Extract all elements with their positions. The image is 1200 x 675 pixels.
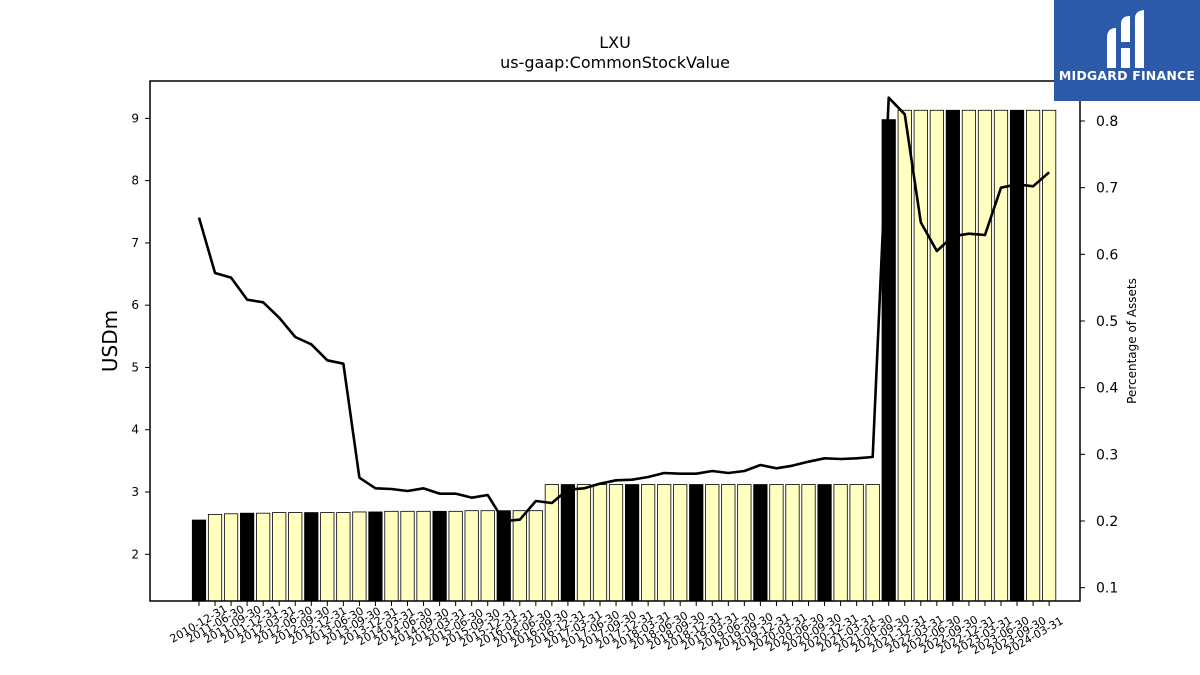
y-axis-left: 2 3 4 5 6 7 8 9 [131, 111, 150, 561]
bar-2023-03-31 [977, 109, 993, 602]
bar-2012-03-31 [272, 512, 287, 602]
bar-2014-12-31 [448, 510, 463, 602]
bar-2015-06-30 [480, 510, 495, 602]
y2-tick-label: 0.4 [1096, 381, 1118, 397]
y-tick-label: 4 [131, 423, 139, 437]
x-axis: 2010-12-312011-06-302011-09-302011-12-31… [168, 601, 1066, 658]
bar-2015-03-31 [464, 510, 479, 602]
bar-2011-03-31 [207, 514, 223, 602]
bar-2011-12-31 [256, 512, 271, 602]
bar-2015-12-31 [512, 510, 527, 602]
bar-2022-12-31 [961, 109, 977, 602]
y-tick-label: 9 [131, 111, 139, 125]
bar-2019-12-31 [769, 484, 784, 602]
bar-2012-12-31 [320, 512, 335, 602]
bar-2017-12-31 [641, 484, 656, 602]
midgard-logo-icon [1107, 10, 1144, 68]
bar-2022-09-30 [945, 109, 960, 602]
bar-2018-09-30 [689, 484, 704, 602]
bar-2021-03-31 [849, 484, 864, 602]
bar-2012-06-30 [288, 512, 303, 602]
bar-2020-06-30 [801, 484, 816, 602]
bar-2014-03-31 [400, 510, 415, 602]
bar-2018-03-31 [657, 484, 672, 602]
y2-axis-label: Percentage of Assets [1125, 278, 1139, 404]
y-tick-label: 6 [131, 298, 139, 312]
bar-2011-09-30 [240, 512, 255, 602]
bar-2017-09-30 [624, 484, 640, 602]
bar-2011-06-30 [223, 513, 239, 602]
y-tick-label: 3 [131, 485, 139, 499]
y2-tick-label: 0.2 [1096, 514, 1118, 530]
y-axis-label: USDm [98, 310, 122, 372]
bar-2017-03-31 [592, 484, 608, 602]
bar-2023-06-30 [993, 109, 1009, 602]
bar-2020-09-30 [817, 484, 832, 602]
bar-2022-06-30 [929, 109, 944, 602]
bar-2017-06-30 [608, 484, 624, 602]
bar-2019-06-30 [737, 484, 752, 602]
brand-logo: MIDGARD FINANCE [1054, 0, 1200, 101]
bar-2012-09-30 [304, 512, 319, 602]
bar-2010-12-31 [191, 519, 207, 602]
bar-2016-12-31 [576, 484, 592, 602]
bar-2014-06-30 [416, 510, 431, 602]
y2-tick-label: 0.7 [1096, 181, 1118, 197]
bar-2015-09-30 [496, 510, 511, 602]
brand-name: MIDGARD FINANCE [1058, 68, 1196, 83]
bar-2020-12-31 [833, 484, 848, 602]
line-layer [197, 96, 1050, 523]
bar-2018-06-30 [673, 484, 688, 602]
bar-2014-09-30 [432, 510, 447, 602]
bar-2018-12-31 [705, 484, 720, 602]
plot-frame [149, 80, 1081, 602]
y2-tick-label: 0.1 [1096, 581, 1118, 597]
bar-2019-09-30 [753, 484, 768, 602]
bar-2020-03-31 [785, 484, 800, 602]
y-tick-label: 5 [131, 360, 139, 374]
y2-tick-label: 0.5 [1096, 314, 1118, 330]
chart-title: LXU [599, 33, 631, 52]
chart-subtitle: us-gaap:CommonStockValue [500, 53, 730, 72]
bar-2019-03-31 [721, 484, 736, 602]
bar-2013-03-31 [336, 512, 351, 602]
bar-2021-06-30 [865, 484, 880, 602]
y2-tick-label: 0.8 [1096, 114, 1118, 130]
y-axis-right: 0.1 0.2 0.3 0.4 0.5 0.6 0.7 0.8 [1080, 114, 1118, 597]
y2-tick-label: 0.6 [1096, 247, 1118, 263]
y-tick-label: 8 [131, 174, 139, 188]
bar-2024-03-31 [1042, 109, 1057, 602]
bar-2013-12-31 [384, 510, 399, 602]
bar-2016-03-31 [528, 510, 543, 602]
bar-2013-09-30 [368, 511, 383, 602]
bar-2013-06-30 [352, 511, 367, 602]
y-tick-label: 2 [131, 547, 139, 561]
percentage-of-assets-line [197, 96, 1050, 523]
y-tick-label: 7 [131, 236, 139, 250]
y2-tick-label: 0.3 [1096, 447, 1118, 463]
bar-2021-12-31 [897, 109, 912, 602]
bar-2016-09-30 [560, 484, 576, 602]
